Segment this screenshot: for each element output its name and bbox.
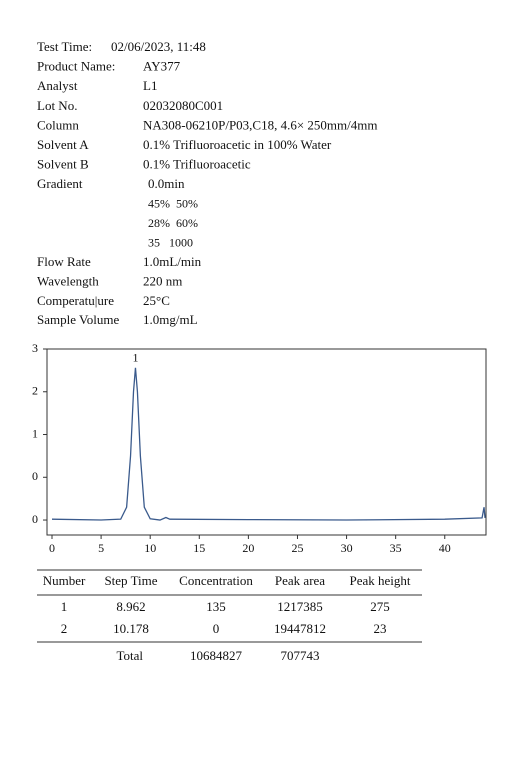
y-tick-label: 3 [32,341,38,355]
table-cell: 275 [370,599,390,614]
gradient-step: 35 1000 [148,235,193,249]
field-value: AY377 [143,59,181,74]
table-cell: 19447812 [274,621,326,636]
table-header: Concentration [179,573,253,588]
field-label: Lot No. [37,98,77,113]
table-cell: 1 [61,599,68,614]
table-total: Total [116,648,143,663]
x-tick-label: 40 [439,541,451,555]
x-tick-label: 15 [193,541,205,555]
table-cell: 8.962 [116,599,145,614]
field-value: 0.0min [148,176,185,191]
field-label: Analyst [37,78,78,93]
field-value: 1.0mg/mL [143,312,198,327]
field-value: L1 [143,78,157,93]
table-cell: 2 [61,621,68,636]
y-tick-label: 0 [32,512,38,526]
x-tick-label: 5 [98,541,104,555]
x-tick-label: 10 [144,541,156,555]
field-label: Sample Volume [37,312,119,327]
table-header: Peak area [275,573,325,588]
field-label: Flow Rate [37,254,91,269]
table-header: Step Time [104,573,157,588]
field-value: 02032080C001 [143,98,223,113]
table-header: Peak height [349,573,410,588]
field-label: Product Name: [37,59,115,74]
field-value: 25°C [143,293,170,308]
table-cell: 0 [213,621,220,636]
table-cell: 23 [374,621,387,636]
field-value: 02/06/2023, 11:48 [111,39,206,54]
x-tick-label: 30 [341,541,353,555]
x-tick-label: 25 [291,541,303,555]
field-value: NA308-06210P/P03,C18, 4.6× 250mm/4mm [143,117,378,132]
table-cell: 10.178 [113,621,149,636]
y-tick-label: 1 [32,426,38,440]
x-tick-label: 20 [242,541,254,555]
field-value: 1.0mL/min [143,254,202,269]
field-value: 220 nm [143,273,182,288]
table-cell: 1217385 [277,599,323,614]
y-tick-label: 2 [32,384,38,398]
trace [51,367,486,521]
field-value: 0.1% Trifluoroacetic in 100% Water [143,137,332,152]
table-header: Number [43,573,86,588]
y-tick-label: 0 [32,469,38,483]
table-total: 707743 [281,648,320,663]
gradient-step: 45% 50% [148,197,198,211]
field-label: Column [37,117,79,132]
field-label: Solvent B [37,157,89,172]
field-label: Solvent A [37,137,89,152]
table-cell: 135 [206,599,226,614]
table-total: 10684827 [190,648,243,663]
gradient-step: 28% 60% [148,216,198,230]
field-label: Test Time: [37,39,92,54]
field-label: Gradient [37,176,83,191]
plot-frame [46,348,487,536]
x-tick-label: 35 [390,541,402,555]
x-tick-label: 0 [49,541,55,555]
peak-label: 1 [132,351,138,365]
field-label: Wavelength [37,273,99,288]
field-value: 0.1% Trifluoroacetic [143,157,251,172]
field-label: Comperatu|ure [37,293,114,308]
